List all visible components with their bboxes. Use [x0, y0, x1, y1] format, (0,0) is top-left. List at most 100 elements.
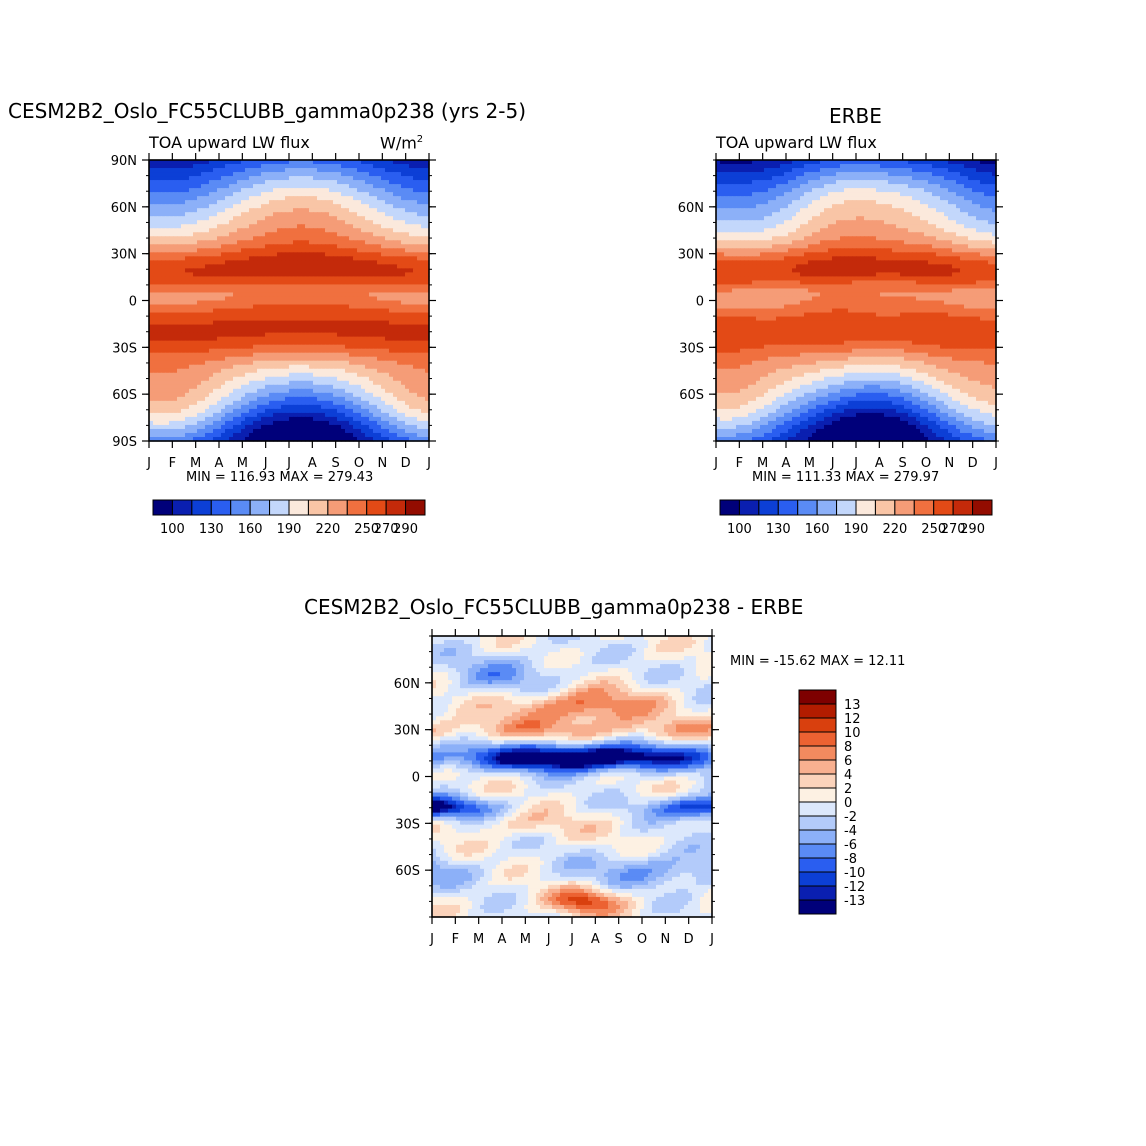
model-cell [345, 236, 350, 241]
model-cell [341, 248, 346, 253]
model-cell [233, 160, 238, 165]
model-cell [149, 172, 154, 177]
model-cell [289, 160, 294, 165]
model-cell [321, 260, 326, 265]
model-cell [305, 280, 310, 286]
model-cell [353, 372, 358, 378]
model-cell [417, 416, 422, 422]
model-cell [157, 404, 162, 410]
model-cell [333, 328, 338, 334]
obs-cell [972, 160, 977, 165]
model-cell [421, 360, 426, 366]
model-cell [357, 252, 362, 257]
model-cell [365, 184, 370, 189]
model-cell [421, 220, 426, 225]
model-cell [421, 248, 426, 253]
model-cell [229, 188, 234, 193]
model-cell [329, 192, 334, 197]
model-cell [273, 408, 278, 414]
model-cell [333, 436, 338, 442]
model-cell [373, 384, 378, 390]
model-cell [305, 336, 310, 342]
model-cell [249, 188, 254, 193]
model-cell [241, 224, 246, 229]
model-cell [197, 300, 202, 306]
model-cell [217, 304, 222, 310]
model-cell [181, 356, 186, 362]
model-cell [345, 416, 350, 422]
model-cell [257, 276, 262, 282]
model-cell [305, 392, 310, 398]
model-cell [309, 192, 314, 197]
model-cell [305, 344, 310, 350]
model-cell [421, 300, 426, 306]
model-cell [197, 388, 202, 394]
model-cell [425, 196, 430, 201]
model-cell [297, 416, 302, 422]
model-cell [401, 240, 406, 245]
model-cell [169, 312, 174, 318]
model-cell [157, 200, 162, 205]
model-cell [181, 284, 186, 290]
model-cell [389, 176, 394, 181]
model-cell [349, 388, 354, 394]
model-cell [309, 432, 314, 438]
model-cell [397, 172, 402, 177]
model-cell [181, 340, 186, 346]
model-cell [317, 392, 322, 398]
model-cell [261, 268, 266, 273]
model-cell [241, 428, 246, 434]
model-cell [353, 204, 358, 209]
model-cell [221, 424, 226, 430]
model-cell [253, 300, 258, 306]
model-cell [337, 212, 342, 217]
model-cell [161, 316, 166, 322]
model-cell [261, 432, 266, 438]
model-cell [293, 184, 298, 189]
model-cell [165, 232, 170, 237]
model-cell [177, 420, 182, 426]
model-cell [149, 208, 154, 213]
model-cell [357, 428, 362, 434]
model-cell [161, 288, 166, 294]
model-cell [173, 420, 178, 426]
model-cell [357, 236, 362, 241]
model-cell [233, 248, 238, 253]
model-cell [193, 292, 198, 298]
model-cell [349, 328, 354, 334]
model-cell [317, 412, 322, 418]
model-cell [325, 376, 330, 382]
model-cell [153, 388, 158, 394]
model-cell [341, 264, 346, 269]
model-cell [185, 244, 190, 249]
model-cell [273, 200, 278, 205]
model-cell [401, 268, 406, 273]
model-cell [345, 196, 350, 201]
model-cell [405, 340, 410, 346]
model-cell [365, 436, 370, 442]
model-cell [401, 176, 406, 181]
model-cell [401, 372, 406, 378]
model-cell [193, 168, 198, 173]
model-cell [185, 392, 190, 398]
model-cell [257, 232, 262, 237]
model-cell [285, 276, 290, 282]
model-cell [161, 424, 166, 430]
model-cell [269, 256, 274, 261]
model-cell [421, 312, 426, 318]
model-cell [157, 392, 162, 398]
model-cell [173, 160, 178, 165]
model-cell [201, 164, 206, 169]
model-cell [401, 284, 406, 290]
model-cell [389, 168, 394, 173]
model-cell [201, 292, 206, 298]
model-cell [317, 396, 322, 402]
model-cell [285, 192, 290, 197]
model-cell [181, 392, 186, 398]
model-cell [357, 312, 362, 318]
model-cell [381, 232, 386, 237]
model-cell [185, 380, 190, 386]
model-cell [369, 408, 374, 414]
model-cell [221, 164, 226, 169]
model-cell [217, 380, 222, 386]
